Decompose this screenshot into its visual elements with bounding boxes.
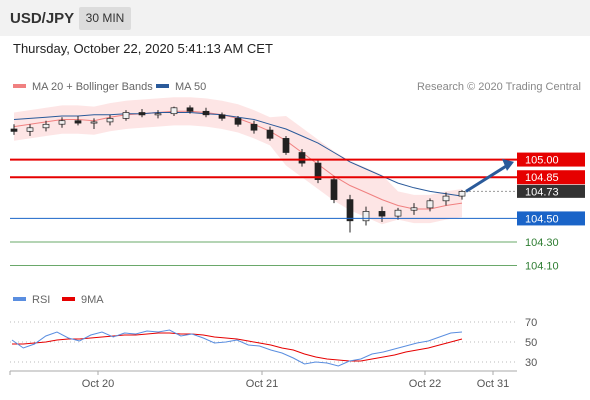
forecast-arrow — [465, 158, 514, 193]
price-level-label: 104.30 — [525, 237, 559, 249]
candle — [170, 106, 178, 117]
forecast-arrow-shaft — [465, 163, 509, 193]
candle — [394, 207, 402, 220]
price-level-current: 104.73 — [465, 184, 585, 198]
candle — [330, 176, 338, 204]
price-levels: 105.00 104.85 104.73 104.50 104.30 104.10 — [10, 152, 585, 273]
candle — [410, 203, 418, 215]
x-tick-label: Oct 21 — [246, 378, 278, 390]
candle — [90, 118, 98, 129]
candle — [10, 124, 18, 135]
ma50-legend-swatch — [156, 84, 169, 88]
candle — [26, 124, 34, 137]
rsi-tick-label: 50 — [525, 337, 537, 349]
ma20-legend-swatch — [13, 84, 26, 88]
candle — [362, 206, 370, 226]
price-level-support: 104.50 — [10, 211, 585, 226]
candle — [122, 110, 130, 121]
candle — [314, 159, 322, 184]
candle — [186, 105, 194, 114]
candle — [234, 116, 242, 127]
price-level-label: 105.00 — [525, 155, 559, 167]
credit-label: Research © 2020 Trading Central — [417, 81, 581, 93]
candle — [138, 108, 146, 118]
price-level-pivot: 104.10 — [10, 261, 559, 273]
candle — [42, 120, 50, 132]
candle — [154, 110, 162, 119]
candle — [250, 120, 258, 134]
candle — [266, 126, 274, 141]
symbol-title: USD/JPY — [10, 10, 75, 27]
candle — [346, 194, 354, 233]
candle — [74, 116, 82, 126]
price-level-pivot: 104.30 — [10, 237, 559, 249]
candle — [282, 136, 290, 155]
rsi-tick-label: 30 — [525, 357, 537, 369]
x-tick-label: Oct 31 — [477, 378, 509, 390]
candle — [442, 192, 450, 206]
forecast-arrow-head — [502, 158, 514, 171]
price-level-label: 104.85 — [525, 172, 559, 184]
timeframe-button[interactable]: 30 MIN — [79, 7, 131, 30]
price-level-label: 104.50 — [525, 213, 559, 225]
ma9-legend-label: 9MA — [81, 294, 104, 306]
price-level-resistance: 105.00 — [10, 152, 585, 167]
candle — [218, 112, 226, 121]
main-legend: MA 20 + Bollinger Bands MA 50 Research ©… — [13, 81, 581, 93]
candle — [106, 114, 114, 126]
candle — [58, 117, 66, 128]
rsi-legend-label: RSI — [32, 294, 50, 306]
candle — [202, 107, 210, 118]
x-tick-label: Oct 20 — [82, 378, 114, 390]
ma50-legend-label: MA 50 — [175, 81, 206, 93]
ma20-legend-label: MA 20 + Bollinger Bands — [32, 81, 153, 93]
rsi-line — [11, 329, 463, 367]
candle — [378, 206, 386, 222]
candles — [10, 105, 466, 233]
price-level-resistance: 104.85 — [10, 170, 585, 185]
x-axis: Oct 20 Oct 21 Oct 22 Oct 31 — [9, 371, 509, 390]
bollinger-fill — [14, 97, 462, 225]
rsi-tick-label: 70 — [525, 317, 537, 329]
chart-datetime: Thursday, October 22, 2020 5:41:13 AM CE… — [13, 41, 273, 56]
rsi-ma-line — [12, 332, 463, 362]
candle — [426, 198, 434, 212]
rsi-legend-swatch — [13, 297, 26, 301]
x-tick-label: Oct 22 — [409, 378, 441, 390]
candle — [458, 190, 466, 200]
ma9-legend-swatch — [62, 297, 75, 301]
price-level-label: 104.73 — [525, 186, 559, 198]
candle — [298, 148, 306, 167]
price-level-label: 104.10 — [525, 261, 559, 273]
bollinger-band-area — [14, 97, 462, 225]
header-bar: USD/JPY 30 MIN — [0, 0, 590, 36]
rsi-panel: 70 50 30 — [10, 317, 537, 369]
rsi-legend: RSI 9MA — [13, 294, 104, 306]
